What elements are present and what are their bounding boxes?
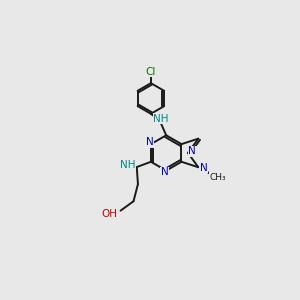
Text: N: N [200,163,208,173]
Text: N: N [160,167,168,177]
Text: NH: NH [120,160,135,170]
Text: CH₃: CH₃ [209,173,226,182]
Text: N: N [146,137,154,147]
Text: Cl: Cl [146,67,156,77]
Text: N: N [188,146,196,157]
Text: OH: OH [102,208,118,219]
Text: NH: NH [153,114,169,124]
